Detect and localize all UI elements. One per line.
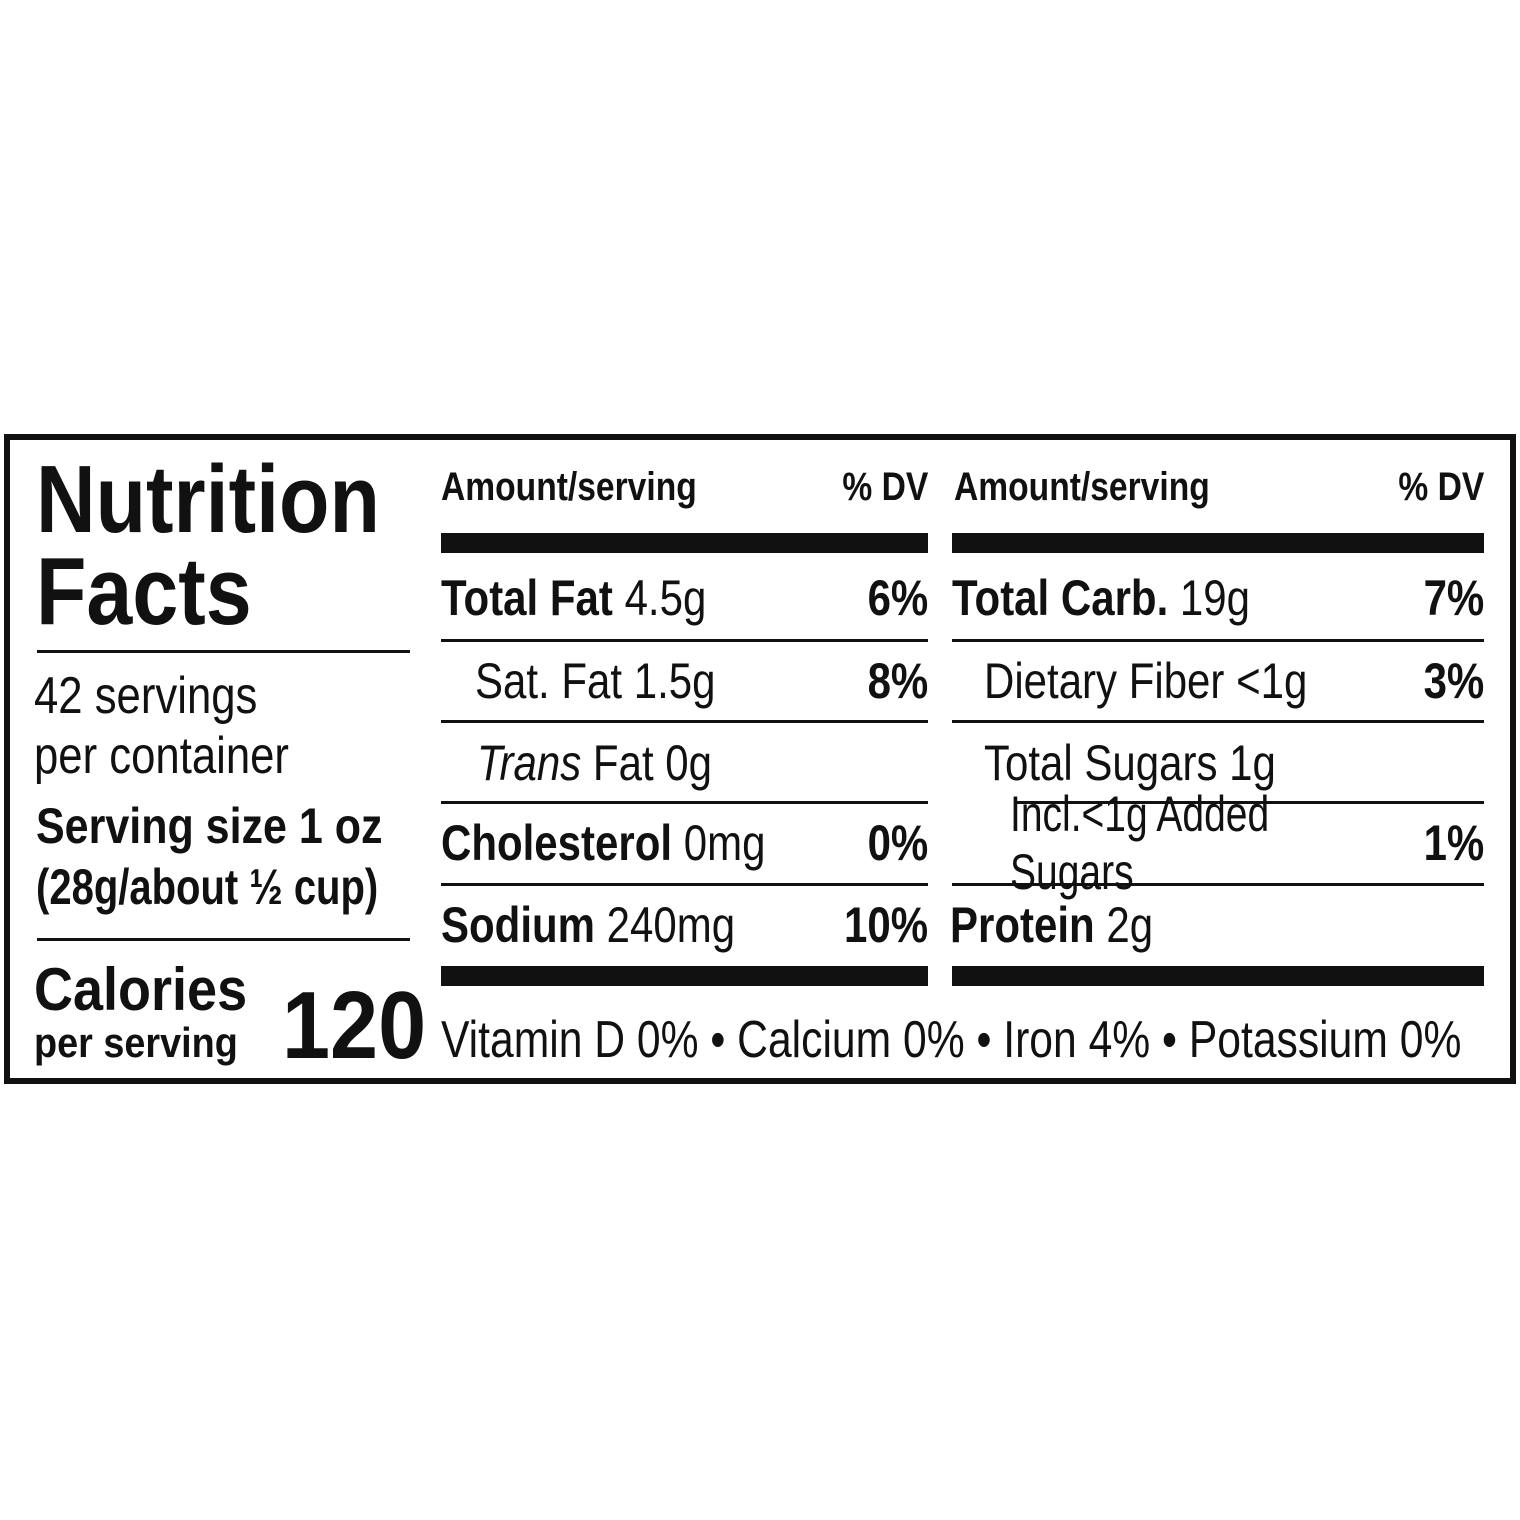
nutrient-row-trans-fat: Trans Fat 0g [477,735,713,791]
vitamins-minerals: Vitamin D 0% • Calcium 0% • Iron 4% • Po… [441,1011,1462,1069]
nutrient-row-added-sugars: Incl.<1g Added Sugars 1% [1010,786,1484,900]
calories-label: Calories [34,956,248,1023]
nutrition-facts-panel [4,434,1516,1084]
thick-divider [441,533,928,553]
calories-value: 120 [282,972,427,1079]
nutrient-row-sat-fat: Sat. Fat 1.5g 8% [475,653,928,709]
nutrient-row-cholesterol: Cholesterol 0mg 0% [441,815,928,871]
thick-divider [441,966,928,986]
divider [441,883,928,886]
divider [37,650,410,653]
nutrient-row-sodium: Sodium 240mg 10% [441,897,928,953]
title-line-2: Facts [36,538,252,645]
nutrient-row-protein: Protein 2g [950,897,1154,953]
servings-line-2: per container [34,727,289,785]
nutrient-row-dietary-fiber: Dietary Fiber <1g 3% [984,653,1484,709]
amount-header: Amount/serving [441,464,697,509]
divider [441,801,928,804]
thick-divider [952,533,1484,553]
nutrient-row-total-carb: Total Carb. 19g 7% [952,570,1484,626]
divider [952,883,1484,886]
divider [37,938,410,941]
amount-header: Amount/serving [954,464,1210,509]
divider [1014,801,1484,804]
servings-line-1: 42 servings [34,667,258,725]
dv-header: % DV [842,464,928,509]
divider [952,639,1484,642]
thick-divider [952,966,1484,986]
serving-size-line-1: Serving size 1 oz [36,798,383,854]
nutrient-row-total-sugars: Total Sugars 1g [984,735,1276,791]
dv-header: % DV [1398,464,1484,509]
nutrient-row-total-fat: Total Fat 4.5g 6% [441,570,928,626]
divider [441,639,928,642]
column-header: Amount/serving % DV [441,462,928,512]
divider [441,720,928,723]
serving-size-line-2: (28g/about ½ cup) [36,859,379,915]
calories-per-serving: per serving [34,1019,238,1066]
column-header: Amount/serving % DV [954,462,1484,512]
divider [952,720,1484,723]
title-line-1: Nutrition [36,446,380,553]
